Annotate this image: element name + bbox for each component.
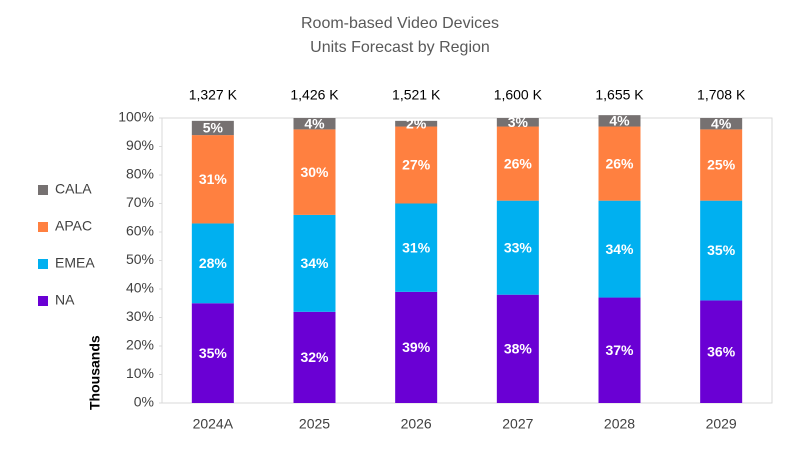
x-tick-label: 2028 [604, 416, 635, 432]
bar-segment [700, 129, 743, 201]
bar-segment [496, 200, 539, 295]
data-label: 26% [504, 155, 533, 171]
bar-segment [598, 200, 641, 298]
legend-swatch [38, 222, 48, 232]
bar-segment [191, 223, 234, 304]
bar-segment [395, 126, 438, 204]
bar-segment [700, 118, 743, 130]
bar-segment [293, 214, 336, 312]
legend-swatch [38, 296, 48, 306]
total-label: 1,426 K [290, 87, 339, 103]
data-label: 31% [402, 239, 431, 255]
bar-segment [700, 200, 743, 301]
y-tick-label: 100% [118, 109, 154, 125]
data-label: 32% [300, 349, 329, 365]
bar-segment [395, 291, 438, 403]
x-tick-label: 2025 [299, 416, 330, 432]
y-tick-label: 70% [126, 194, 154, 210]
bar-segment [598, 126, 641, 201]
data-label: 31% [199, 171, 228, 187]
total-label: 1,600 K [494, 87, 543, 103]
y-tick-label: 30% [126, 308, 154, 324]
y-axis-title: Thousands [87, 335, 103, 410]
bar-segment [598, 297, 641, 403]
chart-subtitle: Units Forecast by Region [310, 39, 490, 56]
legend-label: CALA [55, 181, 92, 197]
legend-label: APAC [55, 218, 92, 234]
x-tick-label: 2026 [401, 416, 432, 432]
bar-segment [496, 294, 539, 403]
bar-segment [598, 115, 641, 127]
bar-segment [395, 120, 438, 127]
data-label: 34% [300, 255, 329, 271]
y-tick-label: 20% [126, 337, 154, 353]
data-label: 37% [605, 342, 634, 358]
legend-swatch [38, 185, 48, 195]
data-label: 4% [304, 115, 325, 131]
data-label: 28% [199, 255, 228, 271]
bar-segment [395, 203, 438, 292]
data-label: 26% [605, 155, 634, 171]
data-label: 34% [605, 241, 634, 257]
y-tick-label: 90% [126, 137, 154, 153]
chart-title: Room-based Video Devices [301, 15, 499, 32]
data-label: 35% [707, 242, 736, 258]
bar-segment [293, 118, 336, 130]
y-tick-label: 60% [126, 223, 154, 239]
bar-segment [293, 311, 336, 403]
data-label: 36% [707, 343, 736, 359]
total-label: 1,327 K [189, 87, 238, 103]
data-label: 2% [406, 115, 427, 131]
total-label: 1,708 K [697, 87, 746, 103]
x-tick-label: 2027 [502, 416, 533, 432]
data-label: 30% [300, 164, 329, 180]
data-label: 38% [504, 341, 533, 357]
legend-label: NA [55, 292, 75, 308]
bar-segment [293, 129, 336, 215]
data-label: 25% [707, 157, 736, 173]
data-label: 39% [402, 339, 431, 355]
y-tick-label: 0% [134, 394, 154, 410]
bar-segment [496, 118, 539, 127]
legend-label: EMEA [55, 255, 95, 271]
bar-segment [191, 303, 234, 403]
bar-segment [191, 120, 234, 136]
data-label: 3% [508, 114, 529, 130]
y-tick-label: 10% [126, 365, 154, 381]
data-label: 4% [609, 113, 630, 129]
data-label: 5% [203, 120, 224, 136]
data-label: 35% [199, 345, 228, 361]
data-label: 4% [711, 115, 732, 131]
bar-segment [700, 300, 743, 403]
y-tick-label: 80% [126, 166, 154, 182]
y-tick-label: 40% [126, 280, 154, 296]
data-label: 27% [402, 157, 431, 173]
x-tick-label: 2024A [193, 416, 234, 432]
total-label: 1,655 K [595, 87, 644, 103]
data-label: 33% [504, 239, 533, 255]
plot-border [161, 117, 773, 404]
bar-segment [496, 126, 539, 201]
total-label: 1,521 K [392, 87, 441, 103]
bar-segment [191, 135, 234, 224]
y-tick-label: 50% [126, 251, 154, 267]
legend-swatch [38, 259, 48, 269]
x-tick-label: 2029 [706, 416, 737, 432]
